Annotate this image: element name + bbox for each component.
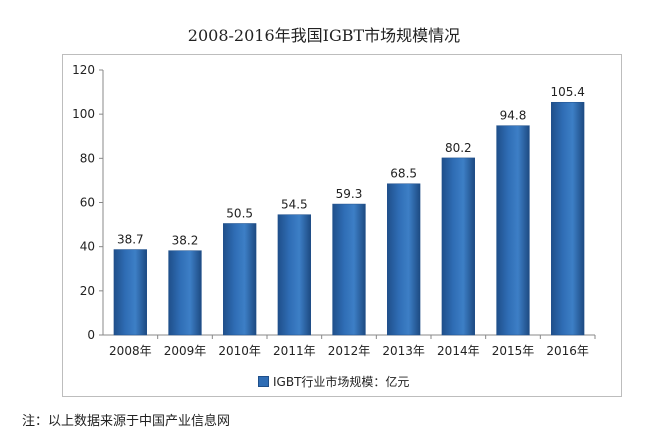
y-tick-label: 60 [80, 196, 95, 210]
legend: IGBT行业市场规模：亿元 [258, 373, 409, 390]
source-note: 注：以上数据来源于中国产业信息网 [22, 414, 231, 429]
y-tick-label: 120 [72, 63, 95, 77]
y-tick-label: 40 [80, 240, 95, 254]
bar [223, 223, 257, 336]
legend-swatch [258, 376, 269, 387]
y-tick-label: 0 [87, 328, 95, 342]
data-label: 105.4 [550, 85, 584, 99]
data-label: 50.5 [226, 206, 253, 220]
x-tick-label: 2013年 [382, 344, 425, 358]
data-label: 38.2 [172, 234, 199, 248]
x-tick-label: 2008年 [109, 344, 152, 358]
x-tick-label: 2016年 [546, 344, 589, 358]
data-label: 68.5 [390, 167, 417, 181]
bar [387, 183, 421, 336]
chart-title: 2008-2016年我国IGBT市场规模情况 [187, 26, 461, 45]
x-tick-label: 2010年 [218, 344, 261, 358]
data-label: 94.8 [500, 109, 527, 123]
x-tick-label: 2011年 [273, 344, 316, 358]
data-labels: 38.7 38.2 50.5 54.5 59.3 68.5 80.2 94.8 105.4 [117, 85, 585, 247]
data-label: 38.7 [117, 233, 144, 247]
bar [113, 249, 147, 336]
bar [551, 101, 585, 336]
bar [168, 250, 202, 336]
bar [332, 203, 366, 336]
bar [277, 214, 311, 336]
x-tick-label: 2014年 [437, 344, 480, 358]
y-axis: 0 20 40 60 80 100 120 [72, 63, 104, 342]
y-tick-label: 20 [80, 284, 95, 298]
y-tick-label: 80 [80, 151, 95, 165]
legend-label: IGBT行业市场规模：亿元 [273, 375, 410, 389]
y-tick-label: 100 [72, 107, 95, 121]
data-label: 54.5 [281, 198, 308, 212]
data-label: 80.2 [445, 141, 472, 155]
bars [113, 101, 585, 336]
x-tick-label: 2012年 [328, 344, 371, 358]
chart-frame [62, 54, 622, 397]
x-tick-label: 2009年 [164, 344, 207, 358]
x-axis: 2008年 2009年 2010年 2011年 2012年 2013年 2014年 2015年… [103, 334, 596, 358]
bar [441, 157, 475, 336]
bar [496, 125, 530, 336]
x-tick-label: 2015年 [492, 344, 535, 358]
data-label: 59.3 [336, 187, 363, 201]
